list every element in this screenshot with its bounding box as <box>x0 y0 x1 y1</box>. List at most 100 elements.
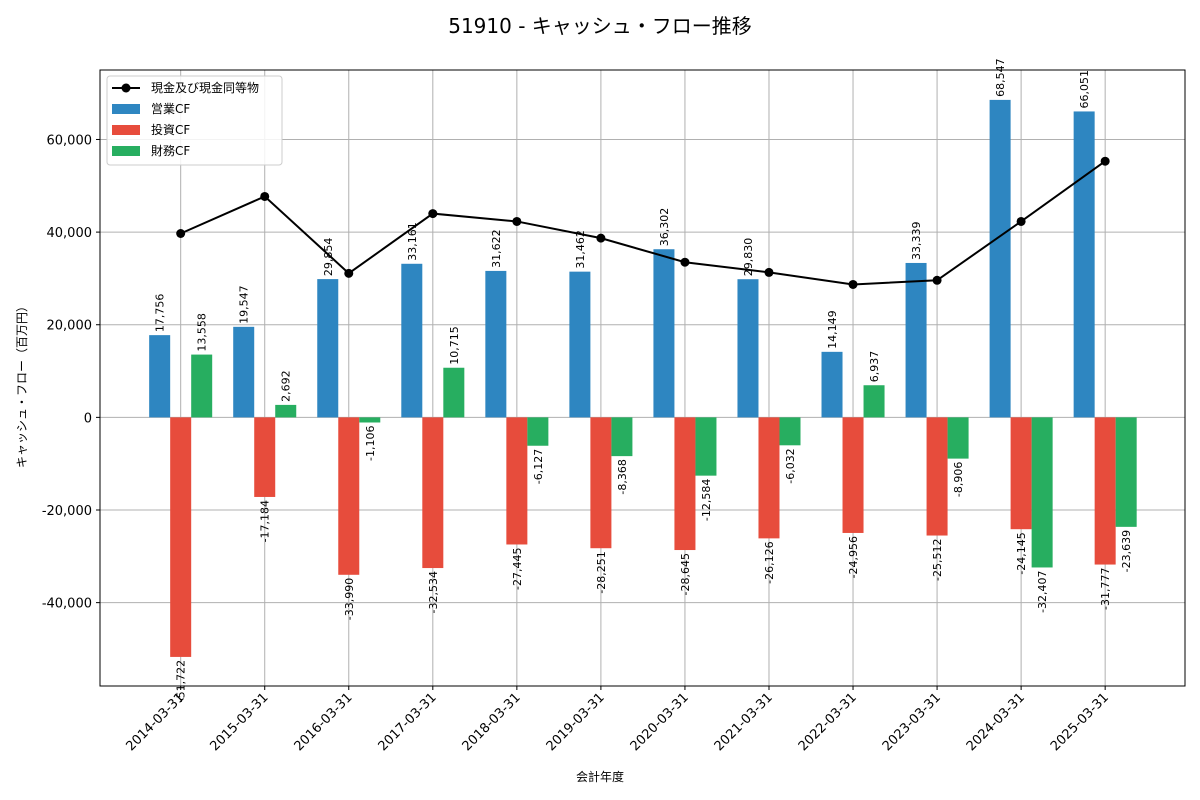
data-label: -32,534 <box>427 571 440 613</box>
x-tick-label: 2022-03-31 <box>796 690 860 754</box>
cash-line-point <box>1016 216 1026 226</box>
y-tick-label: 20,000 <box>47 319 93 334</box>
legend-label: 財務CF <box>151 143 190 158</box>
data-label: -6,032 <box>784 448 797 483</box>
data-label: 29,854 <box>322 238 335 277</box>
bar-営業CF <box>905 262 927 418</box>
bar-営業CF <box>233 326 255 418</box>
bar-営業CF <box>485 270 507 418</box>
bar-投資CF <box>926 417 948 536</box>
data-label: -12,584 <box>700 479 713 521</box>
legend-swatch <box>112 104 140 114</box>
x-tick-label: 2019-03-31 <box>544 690 608 754</box>
bar-営業CF <box>1073 111 1095 418</box>
bar-投資CF <box>674 417 696 551</box>
data-label: -6,127 <box>532 449 545 484</box>
bar-投資CF <box>1094 417 1116 565</box>
cash-line-point <box>680 257 690 267</box>
cash-line-point <box>596 233 606 243</box>
data-label: -24,956 <box>847 536 860 578</box>
data-label: 6,937 <box>868 351 881 383</box>
x-tick-label: 2017-03-31 <box>376 690 440 754</box>
bar-営業CF <box>821 351 843 418</box>
cash-line-point <box>1100 156 1110 166</box>
y-tick-label: -20,000 <box>42 504 92 519</box>
data-label: -33,990 <box>343 578 356 620</box>
data-label: -8,368 <box>616 459 629 494</box>
bar-営業CF <box>569 271 591 418</box>
legend-label: 現金及び現金同等物 <box>151 80 259 95</box>
cash-line-point <box>260 191 270 201</box>
x-tick-label: 2018-03-31 <box>460 690 524 754</box>
data-label: 29,830 <box>742 238 755 277</box>
x-tick-label: 2014-03-31 <box>123 690 187 754</box>
x-tick-label: 2021-03-31 <box>712 690 776 754</box>
data-label: -26,126 <box>763 541 776 583</box>
cash-line-point <box>512 216 522 226</box>
y-tick-label: 60,000 <box>47 133 93 148</box>
bar-財務CF <box>527 417 549 446</box>
data-label: -28,645 <box>679 553 692 595</box>
data-label: 14,149 <box>826 310 839 349</box>
cash-line-point <box>764 267 774 277</box>
bar-財務CF <box>863 385 885 418</box>
cash-line <box>180 160 1106 286</box>
x-tick-label: 2023-03-31 <box>880 690 944 754</box>
bar-投資CF <box>254 417 276 497</box>
bar-財務CF <box>611 417 633 457</box>
data-label: -32,407 <box>1036 570 1049 612</box>
x-tick-label: 2016-03-31 <box>292 690 356 754</box>
cash-line-point <box>176 228 186 238</box>
bar-財務CF <box>1031 417 1053 568</box>
cash-line-point <box>428 209 438 219</box>
bar-営業CF <box>401 263 423 418</box>
data-label: 31,462 <box>574 230 587 269</box>
data-label: 17,756 <box>154 294 167 333</box>
bar-財務CF <box>947 417 969 459</box>
data-label: -23,639 <box>1120 530 1133 572</box>
x-axis-label: 会計年度 <box>576 769 624 784</box>
cash-line-point <box>848 279 858 289</box>
data-label: -24,145 <box>1015 532 1028 574</box>
data-label: -28,251 <box>595 551 608 593</box>
chart-title: 51910 - キャッシュ・フロー推移 <box>448 14 752 38</box>
data-label: -8,906 <box>952 462 965 497</box>
x-tick-label: 2015-03-31 <box>208 690 272 754</box>
data-label: 33,339 <box>910 221 923 260</box>
bar-財務CF <box>275 404 297 418</box>
data-label: -17,184 <box>259 500 272 542</box>
bar-財務CF <box>779 417 801 446</box>
bar-投資CF <box>170 417 192 657</box>
legend-marker <box>121 83 131 93</box>
data-label: -27,445 <box>511 547 524 589</box>
data-label: 33,161 <box>406 222 419 261</box>
y-axis-label: キャッシュ・フロー（百万円） <box>15 300 29 468</box>
data-label: 10,715 <box>448 326 461 365</box>
data-label: 66,051 <box>1078 70 1091 109</box>
legend-label: 投資CF <box>151 122 190 137</box>
bar-財務CF <box>359 417 381 423</box>
data-label: 19,547 <box>238 285 251 324</box>
y-tick-label: -40,000 <box>42 597 92 612</box>
bar-財務CF <box>1115 417 1137 527</box>
plot-frame <box>99 69 1186 687</box>
data-label: -25,512 <box>931 539 944 581</box>
cash-line-point <box>932 275 942 285</box>
x-tick-label: 2025-03-31 <box>1048 690 1112 754</box>
data-label: -1,106 <box>364 425 377 460</box>
legend-swatch <box>112 125 140 135</box>
bar-投資CF <box>842 417 864 533</box>
bar-営業CF <box>989 99 1011 418</box>
data-label: -31,777 <box>1099 568 1112 610</box>
bar-財務CF <box>191 354 213 418</box>
y-tick-label: 40,000 <box>47 226 93 241</box>
data-label: 2,692 <box>280 370 293 402</box>
x-tick-label: 2020-03-31 <box>628 690 692 754</box>
bar-投資CF <box>758 417 780 539</box>
data-label: 13,558 <box>196 313 209 352</box>
bar-投資CF <box>338 417 360 575</box>
y-tick-label: 0 <box>84 411 92 426</box>
data-label: 68,547 <box>994 58 1007 97</box>
